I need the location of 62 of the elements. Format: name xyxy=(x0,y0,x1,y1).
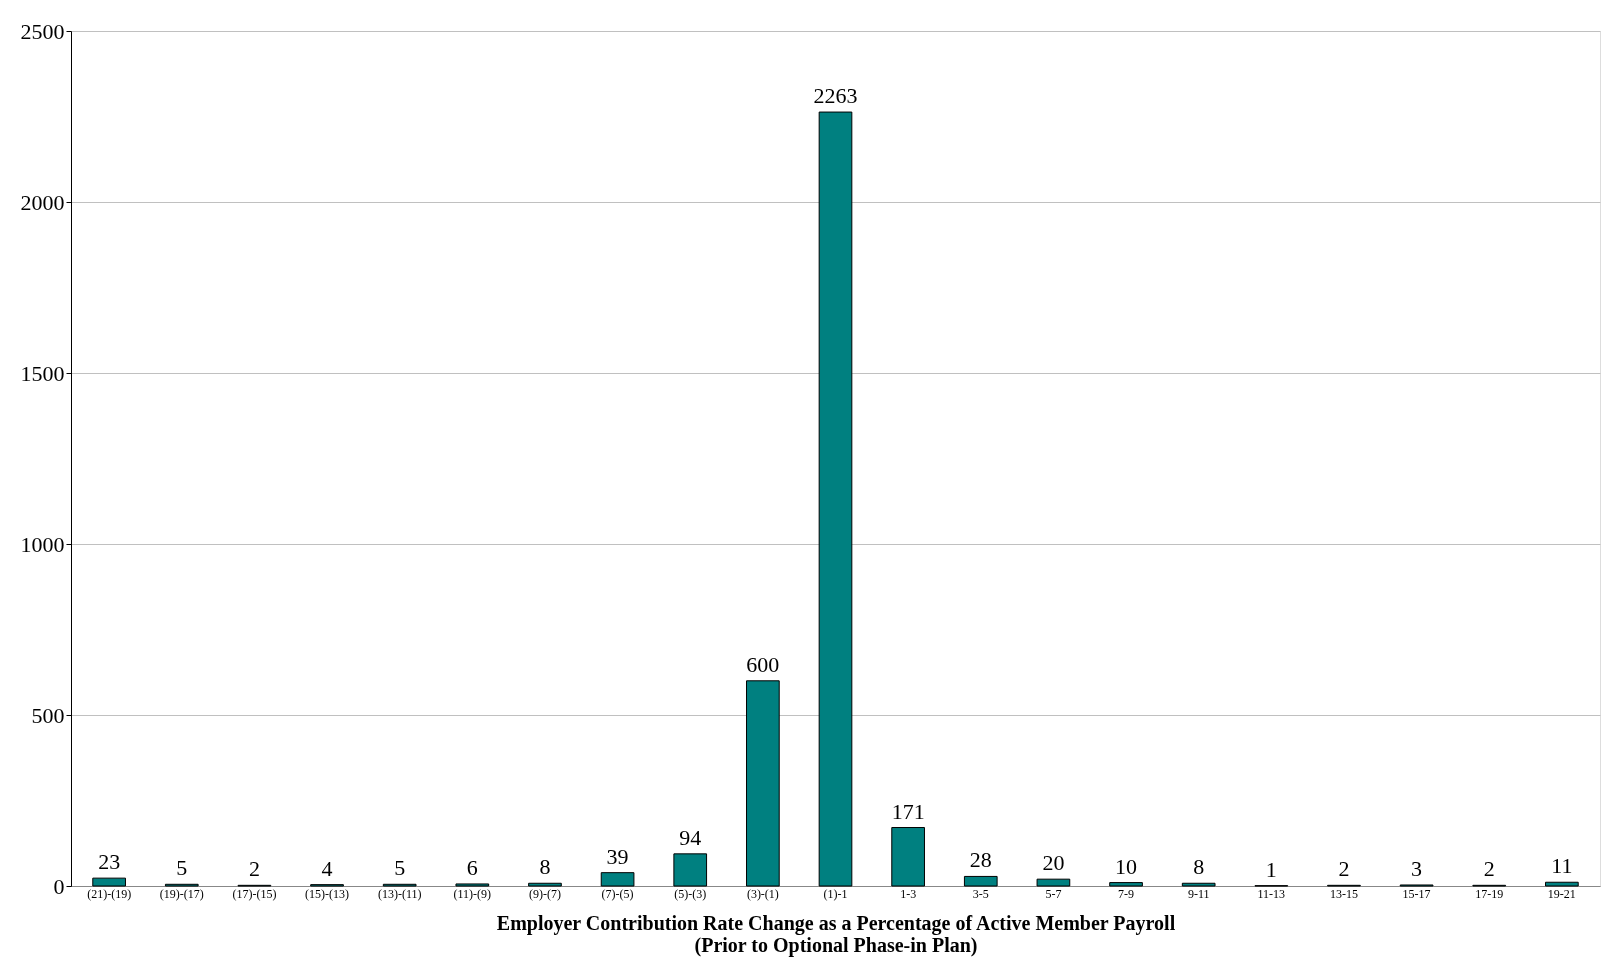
bar xyxy=(92,877,126,887)
data-label: 11 xyxy=(1551,853,1573,879)
bar xyxy=(891,827,925,887)
data-label: 3 xyxy=(1411,855,1423,881)
data-label: 5 xyxy=(176,855,188,881)
x-tick-label: (9)-(7) xyxy=(528,886,561,901)
bar xyxy=(818,111,853,887)
x-tick-label: 1-3 xyxy=(900,886,917,901)
data-label: 6 xyxy=(466,854,478,880)
data-label: 2 xyxy=(1338,856,1350,882)
x-tick-label: 9-11 xyxy=(1187,886,1210,901)
x-tick-label: (17)-(15) xyxy=(232,886,277,901)
bar xyxy=(1109,882,1143,887)
x-tick-label: (7)-(5) xyxy=(601,886,634,901)
x-tick-label: 19-21 xyxy=(1547,886,1576,901)
data-label: 39 xyxy=(606,843,629,869)
y-tick-label: 500 xyxy=(31,702,65,728)
x-tick-label: 13-15 xyxy=(1329,886,1358,901)
data-label: 20 xyxy=(1042,850,1065,876)
bar xyxy=(600,872,635,887)
bar xyxy=(746,680,780,887)
bar xyxy=(1181,882,1216,887)
data-label: 23 xyxy=(98,849,121,875)
bar xyxy=(1036,878,1071,887)
y-tick-label: 1500 xyxy=(20,360,65,386)
x-tick-label: (19)-(17) xyxy=(159,886,204,901)
x-tick-label: 7-9 xyxy=(1118,886,1135,901)
bar xyxy=(1545,881,1579,887)
bar xyxy=(455,883,490,887)
data-label: 2 xyxy=(1483,856,1495,882)
x-tick-label: (11)-(9) xyxy=(453,886,492,901)
data-label: 2263 xyxy=(813,83,858,109)
data-label: 8 xyxy=(1193,854,1205,880)
data-label: 4 xyxy=(321,855,333,881)
x-tick-label: (13)-(11) xyxy=(377,886,422,901)
x-tick-label: 11-13 xyxy=(1257,886,1286,901)
data-label: 28 xyxy=(969,847,992,873)
y-tick-label: 0 xyxy=(53,873,65,899)
x-tick-label: (15)-(13) xyxy=(305,886,350,901)
y-tick-label: 2000 xyxy=(20,189,65,215)
x-tick-label: 5-7 xyxy=(1045,886,1062,901)
bar xyxy=(528,882,562,887)
x-tick-label: (3)-(1) xyxy=(746,886,779,901)
data-label: 171 xyxy=(891,798,925,824)
data-label: 94 xyxy=(679,824,702,850)
x-tick-label: 15-17 xyxy=(1402,886,1431,901)
x-tick-label: (5)-(3) xyxy=(674,886,707,901)
x-tick-label: 3-5 xyxy=(972,886,989,901)
bar xyxy=(673,853,708,887)
data-label: 1 xyxy=(1265,856,1277,882)
x-tick-label: (1)-1 xyxy=(823,886,848,901)
data-label: 600 xyxy=(746,651,780,677)
y-tick-label: 1000 xyxy=(20,531,65,557)
data-label: 5 xyxy=(394,855,406,881)
y-tick-label: 2500 xyxy=(20,18,65,44)
x-axis-title: Employer Contribution Rate Change as a Percentage of Active Member Payroll (Prior to Optional Phase-in Plan) xyxy=(496,911,1176,957)
data-label: 10 xyxy=(1115,853,1138,879)
x-tick-label: (21)-(19) xyxy=(87,886,132,901)
x-tick-label: 17-19 xyxy=(1475,886,1504,901)
bar xyxy=(963,875,998,887)
data-label: 8 xyxy=(539,854,551,880)
data-label: 2 xyxy=(248,856,260,882)
